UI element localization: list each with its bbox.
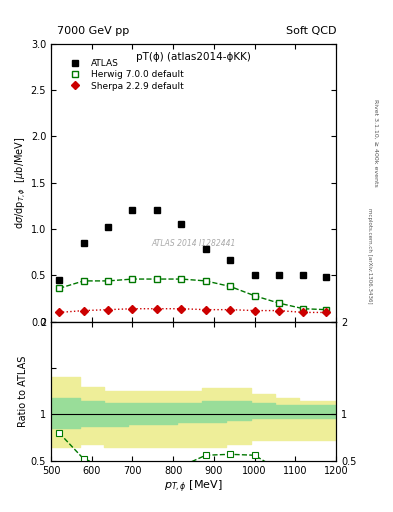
Y-axis label: Ratio to ATLAS: Ratio to ATLAS	[18, 355, 28, 427]
Sherpa 2.2.9 default	[130, 306, 135, 312]
Sherpa 2.2.9 default	[277, 308, 281, 314]
Line: ATLAS: ATLAS	[56, 207, 329, 284]
Sherpa 2.2.9 default	[204, 307, 208, 313]
X-axis label: $p_{T,\phi}$ [MeV]: $p_{T,\phi}$ [MeV]	[164, 478, 223, 495]
ATLAS	[130, 207, 135, 214]
ATLAS	[252, 272, 257, 279]
Line: Sherpa 2.2.9 default: Sherpa 2.2.9 default	[57, 306, 329, 315]
Legend: ATLAS, Herwig 7.0.0 default, Sherpa 2.2.9 default: ATLAS, Herwig 7.0.0 default, Sherpa 2.2.…	[61, 55, 187, 94]
Herwig 7.0.0 default	[252, 293, 257, 299]
Herwig 7.0.0 default	[179, 276, 184, 282]
ATLAS	[301, 272, 306, 279]
Text: ATLAS 2014 I1282441: ATLAS 2014 I1282441	[151, 239, 236, 248]
ATLAS	[179, 221, 184, 227]
Sherpa 2.2.9 default	[301, 309, 306, 315]
Text: Soft QCD: Soft QCD	[286, 26, 336, 36]
ATLAS	[323, 274, 328, 280]
ATLAS	[106, 224, 110, 230]
Sherpa 2.2.9 default	[81, 308, 86, 314]
ATLAS	[204, 246, 208, 252]
Herwig 7.0.0 default	[301, 306, 306, 312]
Sherpa 2.2.9 default	[57, 309, 62, 315]
Text: mcplots.cern.ch [arXiv:1306.3436]: mcplots.cern.ch [arXiv:1306.3436]	[367, 208, 372, 304]
Sherpa 2.2.9 default	[154, 306, 159, 312]
Sherpa 2.2.9 default	[179, 306, 184, 312]
ATLAS	[154, 207, 159, 214]
Herwig 7.0.0 default	[57, 285, 62, 291]
ATLAS	[228, 257, 233, 263]
Herwig 7.0.0 default	[154, 276, 159, 282]
Sherpa 2.2.9 default	[106, 307, 110, 313]
Herwig 7.0.0 default	[204, 278, 208, 284]
Y-axis label: d$\sigma$/dp$_{T,\phi}$  [$\mu$b/MeV]: d$\sigma$/dp$_{T,\phi}$ [$\mu$b/MeV]	[13, 136, 28, 229]
ATLAS	[57, 277, 62, 283]
Text: 7000 GeV pp: 7000 GeV pp	[57, 26, 129, 36]
Sherpa 2.2.9 default	[228, 307, 233, 313]
Herwig 7.0.0 default	[323, 307, 328, 313]
Herwig 7.0.0 default	[81, 278, 86, 284]
Herwig 7.0.0 default	[106, 278, 110, 284]
Text: pT(ϕ) (atlas2014-ϕKK): pT(ϕ) (atlas2014-ϕKK)	[136, 52, 251, 62]
ATLAS	[277, 272, 281, 279]
Herwig 7.0.0 default	[130, 276, 135, 282]
Herwig 7.0.0 default	[277, 300, 281, 306]
Sherpa 2.2.9 default	[323, 309, 328, 315]
Line: Herwig 7.0.0 default: Herwig 7.0.0 default	[56, 275, 329, 313]
Sherpa 2.2.9 default	[252, 308, 257, 314]
ATLAS	[81, 240, 86, 246]
Herwig 7.0.0 default	[228, 284, 233, 290]
Text: Rivet 3.1.10, ≥ 400k events: Rivet 3.1.10, ≥ 400k events	[373, 99, 378, 187]
